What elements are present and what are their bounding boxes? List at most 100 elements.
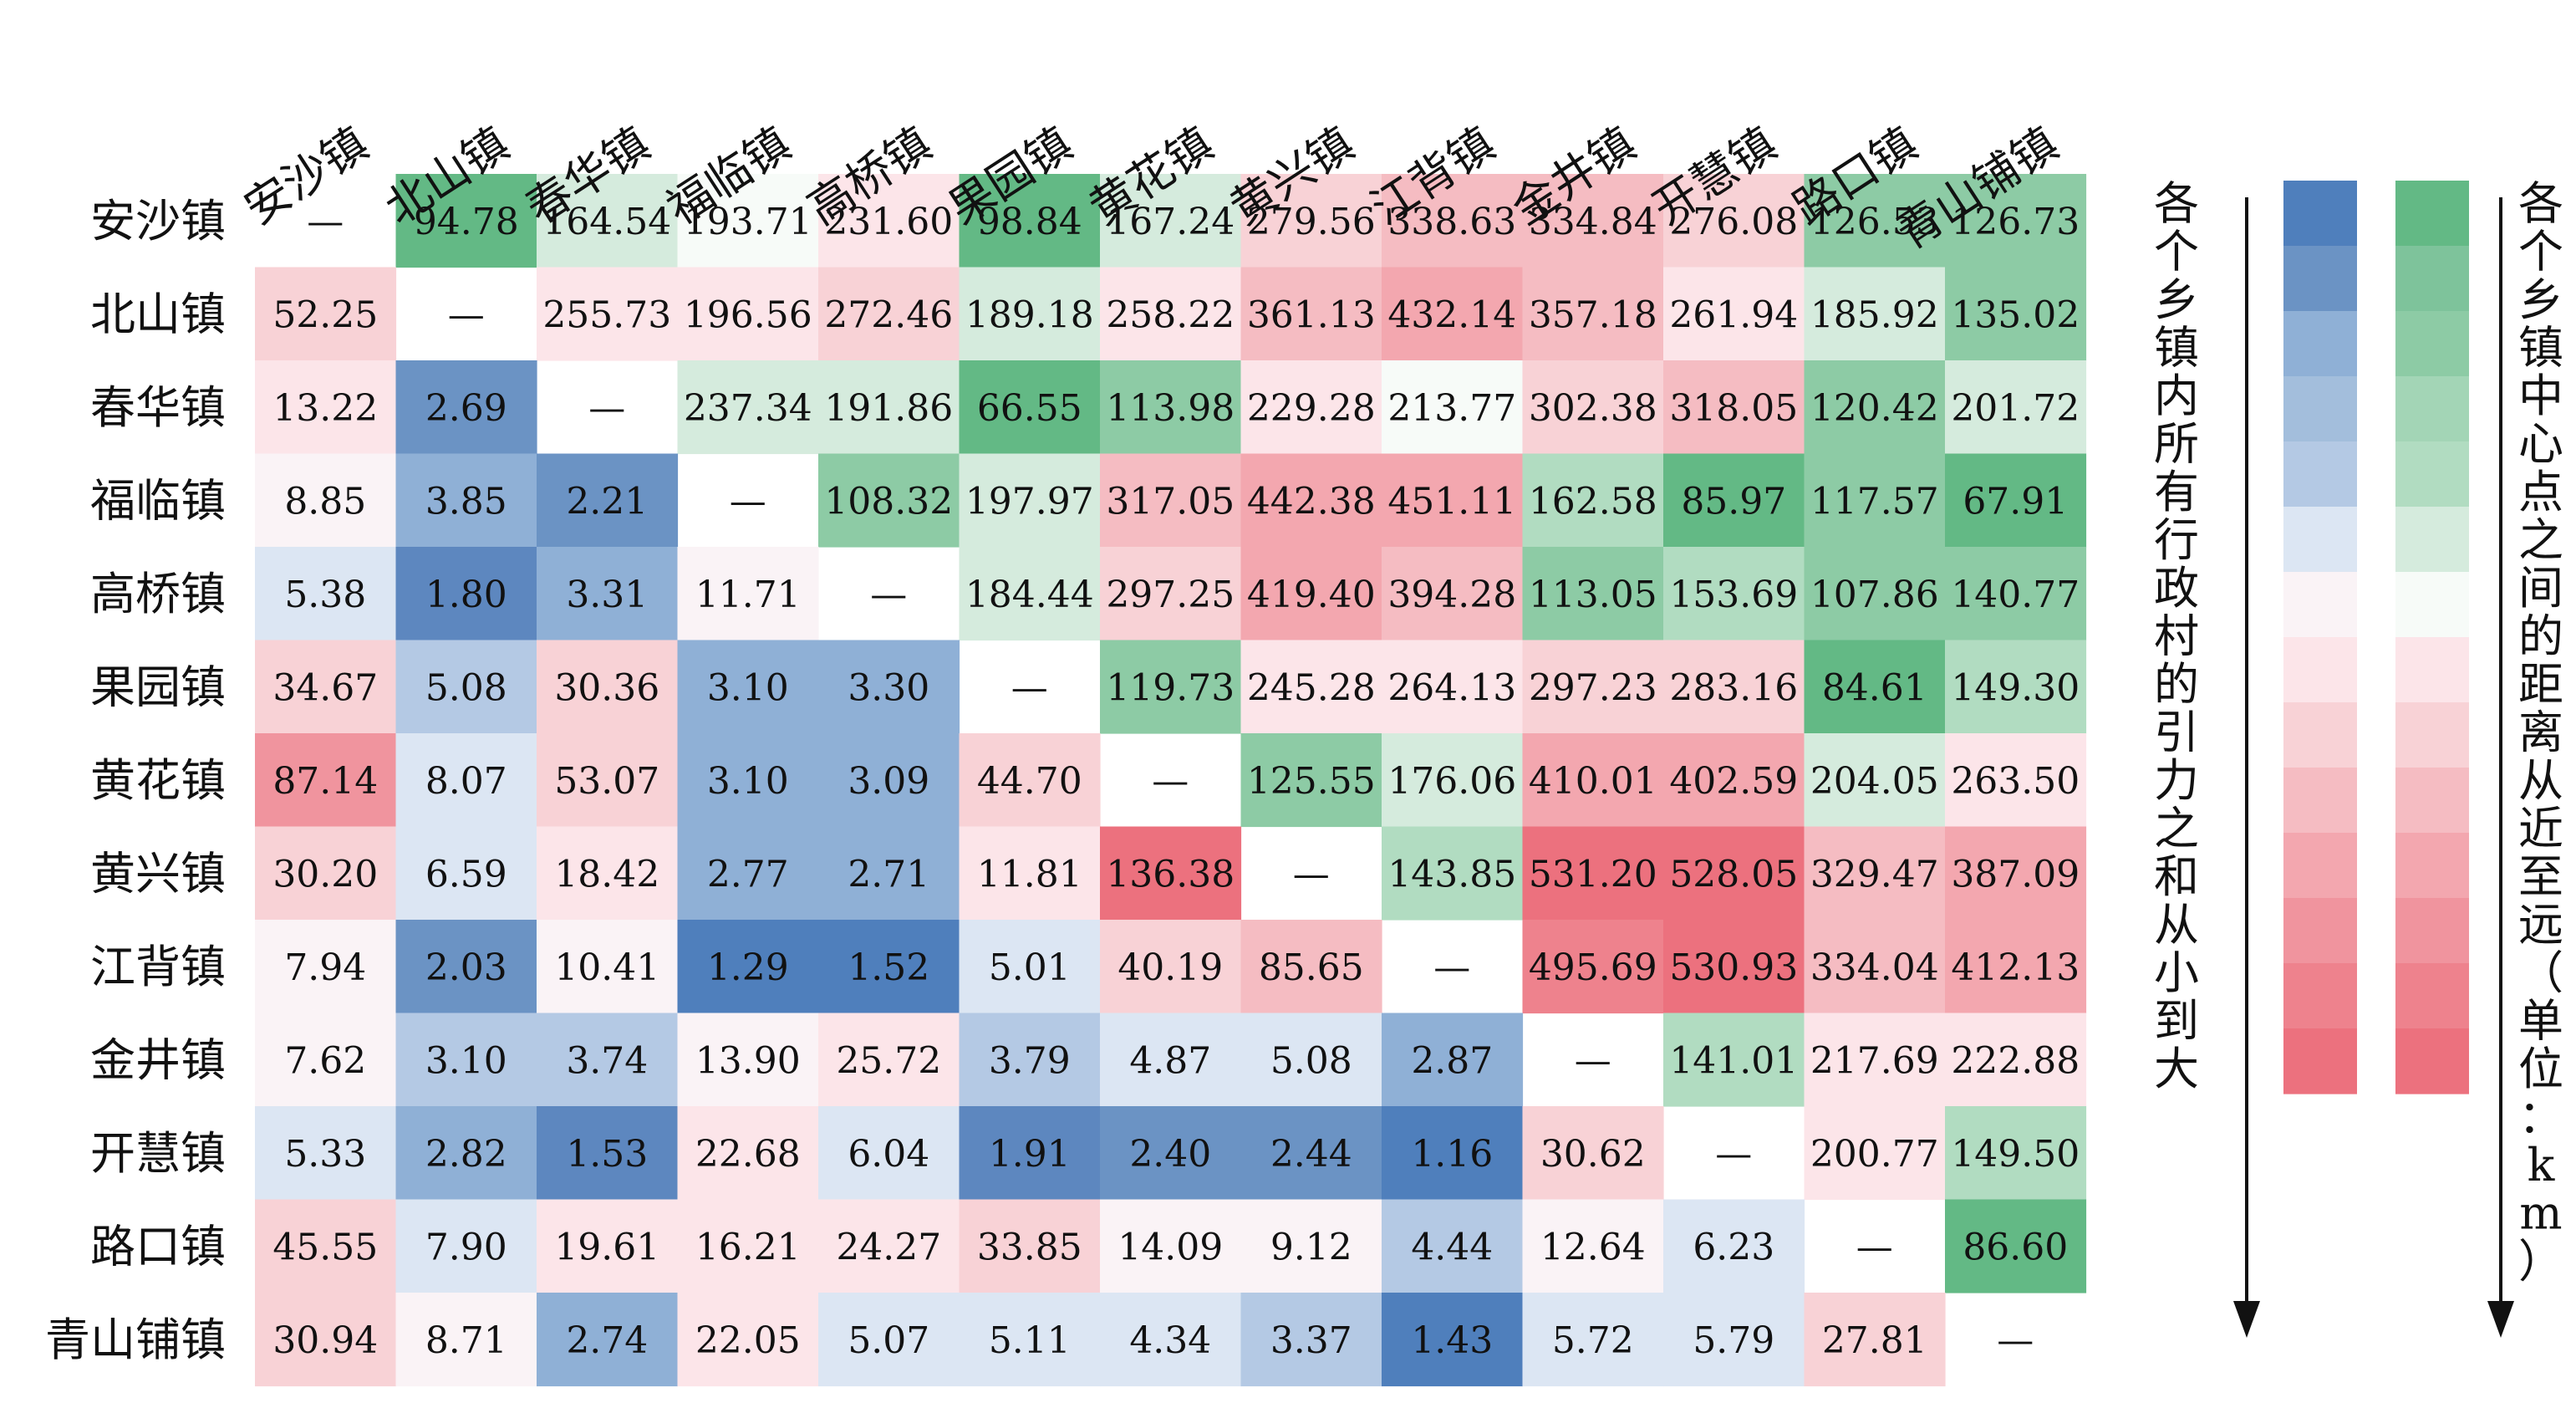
heatmap-cell [395, 920, 537, 1014]
cell-value: 14.09 [1117, 1226, 1223, 1268]
heatmap-cells [255, 174, 2087, 1387]
heatmap-cell [1240, 640, 1382, 734]
cell-value: 245.28 [1247, 666, 1376, 709]
cell-value: 113.05 [1529, 574, 1657, 616]
heatmap-cell [1945, 360, 2087, 455]
heatmap-cell [959, 360, 1101, 455]
row-label: 安沙镇 [90, 195, 226, 247]
heatmap-cell [1663, 920, 1805, 1014]
cell-value: 140.77 [1951, 574, 2080, 616]
heatmap-cell [255, 547, 397, 641]
heatmap-cell [959, 1293, 1101, 1387]
row-label: 黄兴镇 [90, 847, 226, 900]
heatmap-cell [255, 267, 397, 361]
heatmap-cell [1382, 1293, 1524, 1387]
heatmap-cell [1945, 920, 2087, 1014]
heatmap-cell [255, 1106, 397, 1201]
cell-value: 283.16 [1669, 666, 1798, 709]
legend-caption-char: 村 [2154, 610, 2199, 663]
heatmap-cell [677, 547, 819, 641]
legend-caption-char: 心 [2518, 418, 2563, 471]
cell-value: 66.55 [977, 387, 1082, 430]
row-label: 开慧镇 [90, 1127, 226, 1180]
legend-caption-char: 镇 [2154, 322, 2199, 375]
cell-value: 153.69 [1669, 574, 1798, 616]
legend-caption-char: 个 [2154, 226, 2199, 278]
heatmap-cell [1100, 547, 1242, 641]
heatmap-cell [1804, 1293, 1946, 1387]
cell-value: 27.81 [1822, 1319, 1927, 1362]
cell-value: 16.21 [695, 1226, 801, 1268]
heatmap-cell [818, 360, 960, 455]
heatmap-cell [537, 453, 679, 548]
cell-value: 3.37 [1270, 1319, 1352, 1362]
heatmap-cell [818, 733, 960, 828]
cell-value: 255.73 [542, 293, 671, 336]
cell-value: 191.86 [824, 387, 953, 430]
cell-value: 318.05 [1669, 387, 1798, 430]
legend-swatch [2283, 768, 2357, 834]
legend-caption-char: 各 [2518, 177, 2563, 230]
legend-caption-char: 从 [2154, 899, 2199, 951]
heatmap-cell [537, 640, 679, 734]
legend-caption-char: 点 [2518, 466, 2563, 518]
cell-value: 5.08 [1270, 1039, 1352, 1082]
legend-swatch [2283, 702, 2357, 768]
heatmap-cell [1804, 267, 1946, 361]
heatmap-cell [1240, 733, 1382, 828]
legend-caption-char: 政 [2154, 562, 2199, 615]
heatmap-cell [537, 733, 679, 828]
heatmap-cell [537, 1293, 679, 1387]
heatmap-cell [395, 640, 537, 734]
heatmap-cell [677, 920, 819, 1014]
heatmap-cell [1663, 1199, 1805, 1293]
cell-value: 6.23 [1693, 1226, 1774, 1268]
heatmap-cell [1522, 547, 1664, 641]
cell-value: 410.01 [1529, 760, 1657, 803]
cell-value: 201.72 [1951, 387, 2080, 430]
heatmap-cell [677, 360, 819, 455]
diagonal-dash: — [1011, 666, 1048, 709]
cell-value: 7.90 [425, 1226, 507, 1268]
cell-value: 2.21 [566, 480, 648, 523]
legend-caption-char: 个 [2518, 226, 2563, 278]
heatmap-cell [1522, 826, 1664, 921]
heatmap-cell [1522, 920, 1664, 1014]
cell-value: 1.52 [848, 946, 929, 989]
heatmap-cell [1945, 733, 2087, 828]
cell-value: 3.30 [848, 666, 929, 709]
cell-value: 8.07 [425, 760, 507, 803]
legend-caption-char: 中 [2518, 370, 2563, 422]
legend-swatch [2283, 246, 2357, 312]
legend-caption-char: 单 [2518, 995, 2563, 1048]
heatmap-cell [1945, 547, 2087, 641]
cell-value: 2.87 [1411, 1039, 1493, 1082]
cell-value: 217.69 [1810, 1039, 1939, 1082]
heatmap-cell [1804, 733, 1946, 828]
heatmap-cell [818, 174, 960, 268]
heatmap-cell [818, 826, 960, 921]
cell-value: 5.33 [284, 1133, 366, 1176]
cell-value: 85.65 [1259, 946, 1364, 989]
cell-value: 5.07 [848, 1319, 929, 1362]
heatmap-cell [677, 733, 819, 828]
cell-value: 2.82 [425, 1133, 507, 1176]
cell-value: 94.78 [414, 201, 519, 243]
heatmap-cell [255, 360, 397, 455]
legend-swatch [2395, 572, 2469, 638]
heatmap-cell [1663, 1293, 1805, 1387]
diagonal-dash: — [1997, 1319, 2034, 1362]
heatmap-cell [1804, 640, 1946, 734]
cell-value: 1.43 [1411, 1319, 1493, 1362]
heatmap-cell [537, 174, 679, 268]
legend-caption-char: 近 [2518, 803, 2563, 855]
cell-value: 419.40 [1247, 574, 1376, 616]
cell-value: 149.50 [1951, 1133, 2080, 1176]
cell-value: 13.90 [695, 1039, 801, 1082]
cell-value: 297.25 [1106, 574, 1235, 616]
cell-value: 3.10 [707, 666, 789, 709]
cell-value: 108.32 [824, 480, 953, 523]
legend-caption-char: （ [2518, 946, 2563, 999]
heatmap-cell [1382, 826, 1524, 921]
